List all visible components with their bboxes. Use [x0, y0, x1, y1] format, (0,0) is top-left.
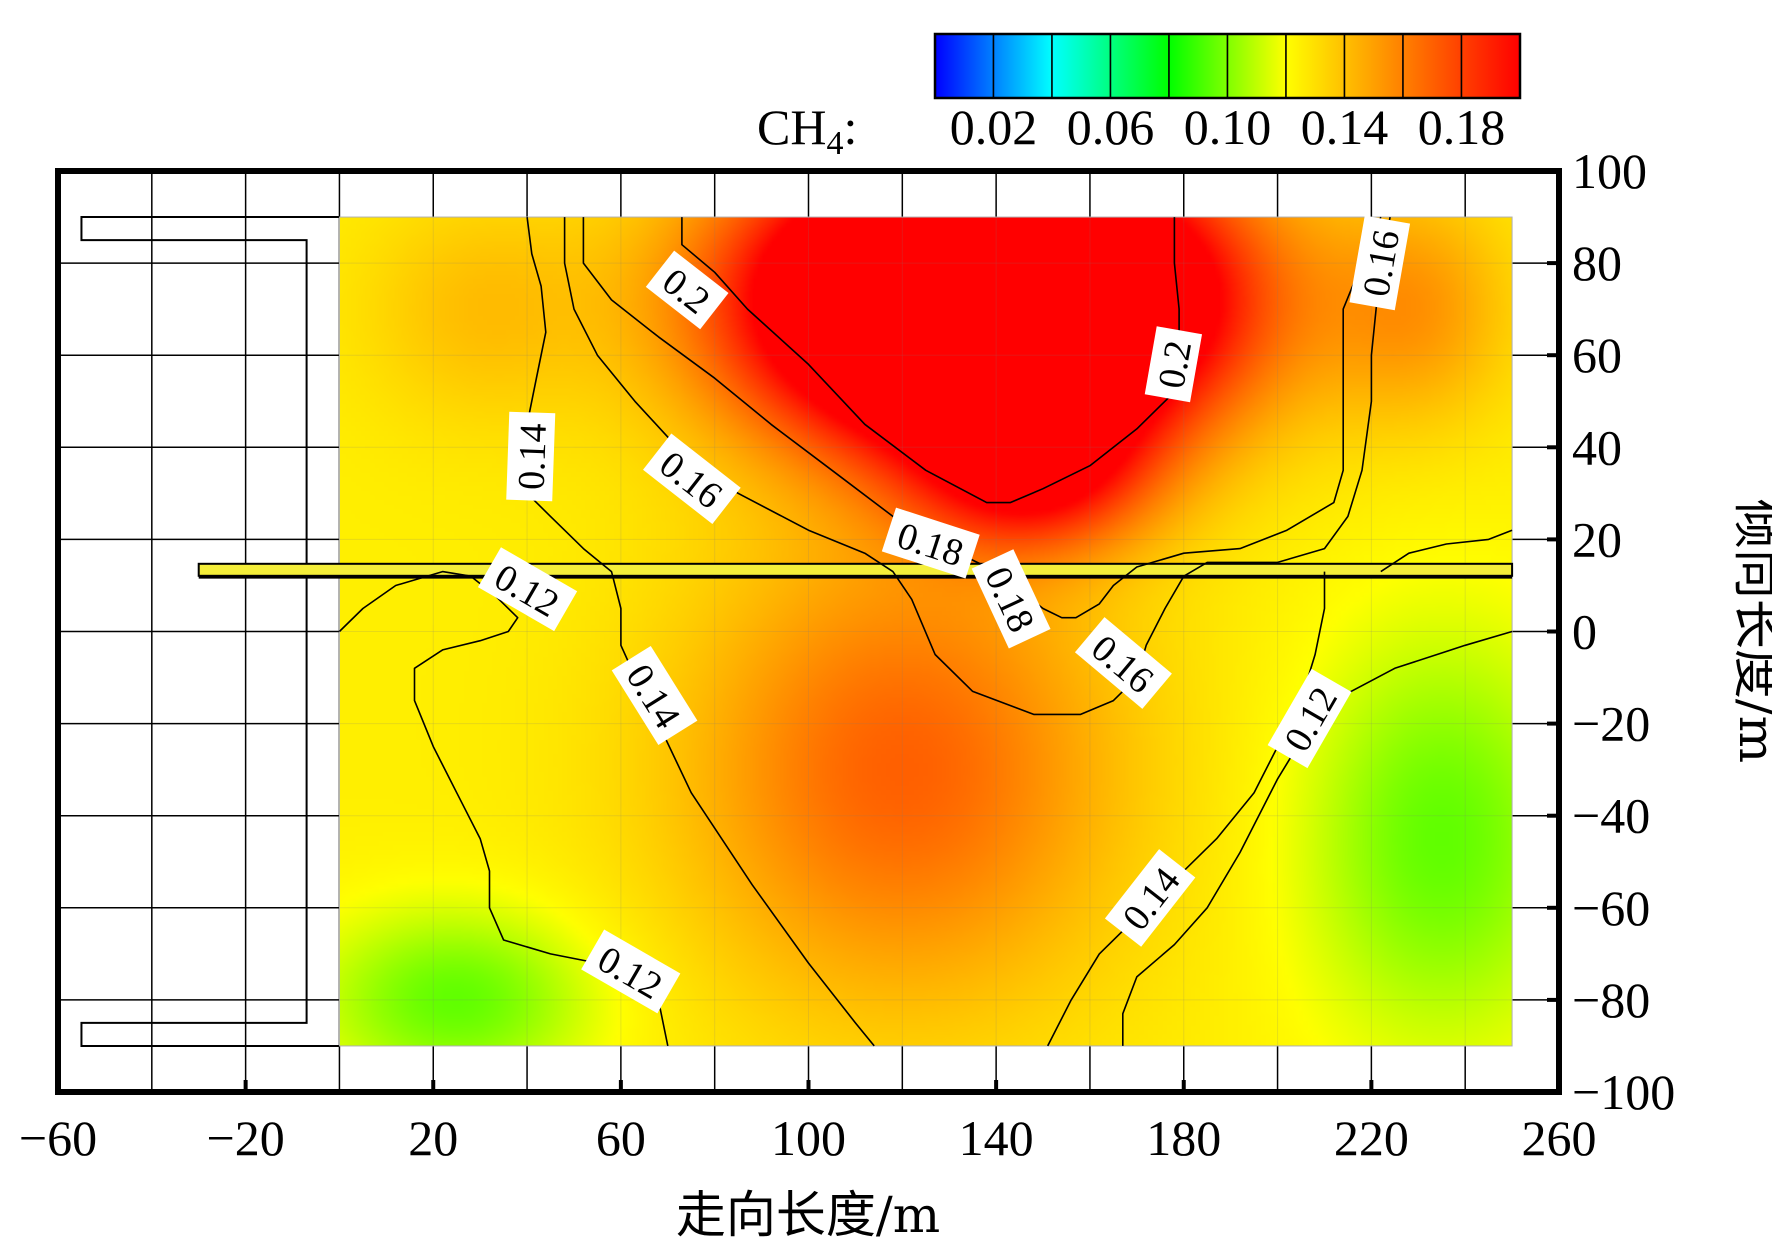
colorbar-cell — [1168, 33, 1229, 99]
y-axis-title: 倾向长度/m — [1728, 499, 1772, 763]
y-tick-label: 100 — [1572, 143, 1647, 199]
colorbar-label: CH4: — [757, 99, 857, 162]
y-tick-label: 40 — [1572, 419, 1622, 475]
contour-label-bg — [1104, 849, 1196, 947]
contour-label-bg — [581, 929, 681, 1014]
colorbar-cell — [1402, 33, 1463, 99]
contour-label-bg — [1267, 668, 1352, 769]
plot-area: 0.20.20.160.14 0.160.180.180.120.160.14 0.… — [19, 143, 1675, 1166]
y-tick-label: −80 — [1572, 972, 1650, 1028]
x-axis-title: 走向长度/m — [676, 1186, 940, 1244]
x-tick-label: 180 — [1146, 1110, 1221, 1166]
colorbar-cell — [934, 33, 995, 99]
colorbar-cell — [1226, 33, 1287, 99]
field-grid — [339, 217, 1513, 1046]
entry-roadway-strip — [197, 562, 1514, 577]
colorbar-tick-label: 0.14 — [1301, 99, 1389, 155]
contour-line — [1122, 630, 1513, 1046]
y-tick-label: 0 — [1572, 604, 1597, 660]
colorbar-tick-label: 0.02 — [950, 99, 1038, 155]
contour-label-bg — [971, 549, 1051, 649]
contour-label: 0.14 — [506, 411, 556, 502]
y-tick-label: −100 — [1572, 1064, 1675, 1120]
colorbar-cell — [1285, 33, 1346, 99]
colorbar-cell — [1109, 33, 1170, 99]
contour-label-bg — [881, 507, 980, 579]
colorbar-frame — [933, 32, 1522, 100]
colorbar-cell — [992, 33, 1053, 99]
contour-label-bg — [506, 411, 556, 502]
entry-roadway — [197, 562, 1514, 579]
y-tick-label: 60 — [1572, 327, 1622, 383]
contour-line — [582, 216, 1382, 619]
contour-line — [526, 216, 875, 1047]
colorbar: 0.02 0.06 0.10 0.14 0.18 CH4: — [757, 32, 1522, 162]
colorbar-tick-labels: 0.02 0.06 0.10 0.14 0.18 — [950, 99, 1506, 155]
y-tick-label: −20 — [1572, 696, 1650, 752]
contour-label-bg — [643, 433, 741, 524]
colorbar-tick-label: 0.18 — [1418, 99, 1506, 155]
y-tick-label: 20 — [1572, 511, 1622, 567]
contour-line — [1046, 571, 1326, 1047]
x-tick-label: −20 — [207, 1110, 285, 1166]
x-tick-label: 20 — [408, 1110, 458, 1166]
y-tick-label: −60 — [1572, 880, 1650, 936]
y-axis-ticks: 100 80 60 40 20 0 −20 −40 −60 −80 −100 — [1547, 143, 1675, 1120]
x-tick-label: 60 — [596, 1110, 646, 1166]
contour-label-bg — [1144, 326, 1203, 403]
y-tick-label: 80 — [1572, 235, 1622, 291]
x-tick-label: 100 — [771, 1110, 846, 1166]
contour-line — [338, 570, 669, 1047]
contour-label-bg — [1074, 617, 1172, 709]
contour-label-bg — [611, 645, 698, 745]
colorbar-cells — [933, 32, 1522, 100]
colorbar-tick-label: 0.06 — [1067, 99, 1155, 155]
panel-roadway-outline — [80, 216, 340, 1047]
contour-label: 0.2 — [645, 250, 729, 330]
colorbar-cell — [1051, 33, 1112, 99]
colorbar-tick-label: 0.10 — [1184, 99, 1272, 155]
x-tick-label: 220 — [1334, 1110, 1409, 1166]
contour-label-bg — [477, 547, 578, 632]
x-axis-ticks: −60 −20 20 60 100 140 180 220 260 — [19, 1080, 1597, 1166]
contour-label-text: 0.2 — [1151, 338, 1201, 392]
panel-outline — [80, 216, 340, 1047]
x-tick-label: 260 — [1522, 1110, 1597, 1166]
contour-label: 0.12 — [477, 547, 578, 632]
contour-label-bg — [645, 250, 729, 330]
contour-label-bg — [1349, 215, 1411, 311]
x-tick-label: −60 — [19, 1110, 97, 1166]
colorbar-cell — [1343, 33, 1404, 99]
y-tick-label: −40 — [1572, 788, 1650, 844]
x-tick-label: 140 — [959, 1110, 1034, 1166]
colorbar-cell — [1460, 33, 1521, 99]
contour-label-text: 0.14 — [511, 423, 555, 491]
contour-line — [1380, 529, 1513, 573]
contour-label: 0.2 — [1144, 326, 1203, 403]
